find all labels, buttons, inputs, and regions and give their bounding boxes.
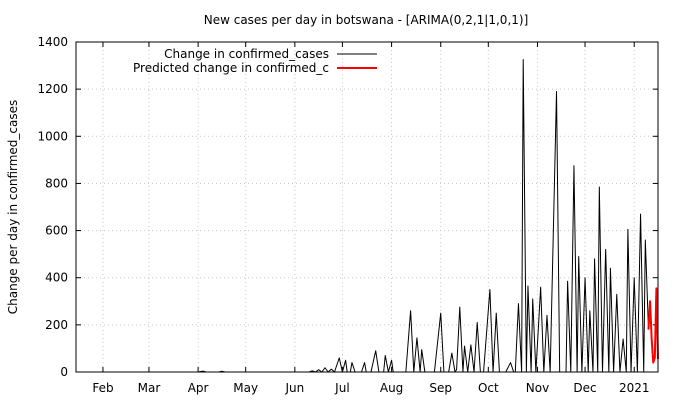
x-tick-label: Sep (429, 381, 452, 395)
x-tick-label: Dec (573, 381, 596, 395)
y-tick-label: 1400 (37, 35, 68, 49)
y-tick-label: 1200 (37, 82, 68, 96)
y-tick-label: 600 (45, 224, 68, 238)
series-line-predicted (647, 287, 659, 364)
y-tick-label: 200 (45, 318, 68, 332)
x-tick-label: Feb (92, 381, 113, 395)
x-tick-label: Apr (188, 381, 209, 395)
series-layer (76, 59, 659, 373)
legend-label: Predicted change in confirmed_c (133, 61, 329, 75)
x-tick-label: Mar (138, 381, 161, 395)
x-axis-ticks: Feb Mar Apr May Jun Jul Aug Sep Oct Nov Dec 2021 (92, 42, 649, 395)
legend-label: Change in confirmed_cases (164, 47, 329, 61)
x-tick-label: Jul (334, 381, 349, 395)
x-tick-label: Oct (478, 381, 499, 395)
x-tick-label: Jun (284, 381, 304, 395)
y-tick-label: 400 (45, 271, 68, 285)
y-tick-label: 800 (45, 176, 68, 190)
x-tick-label: Nov (526, 381, 549, 395)
series-line-confirmed (76, 59, 649, 373)
plot-frame (75, 41, 659, 373)
y-tick-label: 0 (60, 365, 68, 379)
y-tick-label: 1000 (37, 129, 68, 143)
y-axis-ticks: 0 200 400 600 800 1000 1200 1400 (37, 35, 658, 379)
x-tick-label: Aug (380, 381, 403, 395)
y-axis-label: Change per day in confirmed_cases (6, 100, 20, 315)
x-tick-label: May (233, 381, 258, 395)
grid-lines (76, 42, 658, 372)
chart-title: New cases per day in botswana - [ARIMA(0… (204, 13, 529, 27)
x-tick-label: 2021 (619, 381, 650, 395)
